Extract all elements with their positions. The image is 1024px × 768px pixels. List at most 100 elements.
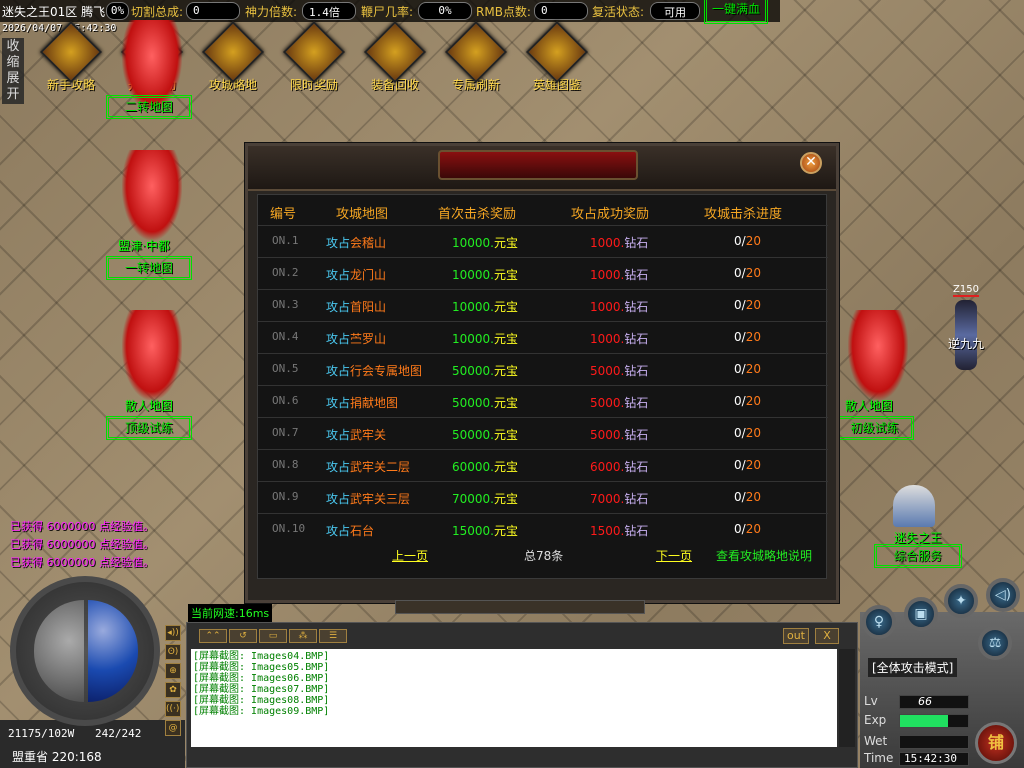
- activity-button[interactable]: 英雄图鉴: [524, 20, 590, 93]
- activity-button[interactable]: 攻城略地: [200, 20, 266, 93]
- first-kill-reward: 50000.元宝: [452, 362, 518, 379]
- npc-top-trial[interactable]: 顶级试练: [106, 416, 192, 440]
- map-name[interactable]: 攻占捐献地图: [326, 394, 398, 411]
- table-row[interactable]: ON.5 攻占行会专属地图 50000.元宝 5000.钻石 0/20: [258, 353, 828, 385]
- npc-first-turn-map[interactable]: 一转地图: [106, 256, 192, 280]
- map-prefix: 攻占: [326, 300, 351, 314]
- npc-name: 散人地图: [125, 399, 174, 413]
- table-row[interactable]: ON.4 攻占苎罗山 10000.元宝 1000.钻石 0/20: [258, 321, 828, 353]
- first-kill-reward: 50000.元宝: [452, 426, 518, 443]
- chat-tool-button[interactable]: ↺: [229, 629, 257, 643]
- chat-close-button[interactable]: X: [815, 628, 839, 644]
- chat-tool-button[interactable]: ☰: [319, 629, 347, 643]
- map-title: 苎罗山: [350, 332, 387, 346]
- first-kill-amount: 50000.: [452, 364, 494, 378]
- map-name[interactable]: 攻占龙门山: [326, 266, 386, 283]
- rmb-label: RMB点数:: [476, 5, 531, 19]
- map-name[interactable]: 攻占首阳山: [326, 298, 386, 315]
- table-row[interactable]: ON.7 攻占武牢关 50000.元宝 5000.钻石 0/20: [258, 417, 828, 449]
- npc-beginner-trial[interactable]: 初级试练: [838, 416, 914, 440]
- skill-bar[interactable]: [395, 600, 645, 614]
- datetime: 2026/04/07 15:42:30: [2, 23, 117, 34]
- table-row[interactable]: ON.3 攻占首阳山 10000.元宝 1000.钻石 0/20: [258, 289, 828, 321]
- map-name[interactable]: 攻占石台: [326, 522, 374, 539]
- table-row[interactable]: ON.8 攻占武牢关二层 60000.元宝 6000.钻石 0/20: [258, 449, 828, 481]
- skills-icon[interactable]: ✦: [944, 584, 978, 618]
- sound-icon[interactable]: ◁): [986, 578, 1020, 612]
- side-button[interactable]: ◂)): [165, 625, 181, 641]
- player-sprite[interactable]: [955, 300, 977, 370]
- exp-bar: [899, 714, 969, 728]
- first-kill-reward: 10000.元宝: [452, 234, 518, 251]
- progress-total: 20: [745, 490, 761, 504]
- whip-value: 0%: [418, 2, 472, 20]
- first-kill-reward: 10000.元宝: [452, 266, 518, 283]
- king-npc-sprite[interactable]: [893, 485, 935, 527]
- side-button[interactable]: ʘ): [165, 644, 181, 660]
- side-button[interactable]: ((·)): [165, 701, 181, 717]
- row-number: ON.6: [272, 394, 299, 407]
- time-label: Time: [864, 751, 894, 765]
- chat-line: [屏幕截图: Images08.BMP]: [193, 695, 330, 706]
- crystal-portal[interactable]: [122, 150, 182, 240]
- side-button[interactable]: ⊕: [165, 663, 181, 679]
- progress-done: 0/: [734, 458, 746, 472]
- table-row[interactable]: ON.2 攻占龙门山 10000.元宝 1000.钻石 0/20: [258, 257, 828, 289]
- npc-general-service[interactable]: 综合服务: [874, 544, 962, 568]
- shop-button[interactable]: 铺: [975, 722, 1017, 764]
- help-link[interactable]: 查看攻城略地说明: [716, 549, 813, 563]
- chat-line: [屏幕截图: Images05.BMP]: [193, 662, 330, 673]
- header-success: 攻占成功奖励: [571, 207, 650, 222]
- chat-tool-button[interactable]: ▭: [259, 629, 287, 643]
- activity-button[interactable]: 装备回收: [362, 20, 428, 93]
- side-button[interactable]: ✿: [165, 682, 181, 698]
- quick-heal-button[interactable]: 一键满血: [704, 0, 768, 24]
- prev-page-link[interactable]: 上一页: [392, 549, 429, 563]
- map-prefix: 攻占: [326, 428, 351, 442]
- success-reward: 1000.钻石: [590, 234, 648, 251]
- map-prefix: 攻占: [326, 236, 351, 250]
- row-number: ON.5: [272, 362, 299, 375]
- close-icon[interactable]: ✕: [800, 152, 822, 174]
- success-amount: 1000.: [590, 268, 625, 282]
- revive-label: 复活状态:: [592, 5, 645, 19]
- map-name[interactable]: 攻占会稽山: [326, 234, 386, 251]
- activity-button[interactable]: 新手攻略: [38, 20, 104, 93]
- activity-button[interactable]: 专属刷新: [443, 20, 509, 93]
- table-row[interactable]: ON.6 攻占捐献地图 50000.元宝 5000.钻石 0/20: [258, 385, 828, 417]
- progress-done: 0/: [734, 394, 746, 408]
- progress-done: 0/: [734, 298, 746, 312]
- map-name[interactable]: 攻占行会专属地图: [326, 362, 422, 379]
- bag-icon[interactable]: ▣: [904, 597, 938, 631]
- success-reward: 6000.钻石: [590, 458, 648, 475]
- table-row[interactable]: ON.10 攻占石台 15000.元宝 1500.钻石 0/20: [258, 513, 828, 545]
- map-name[interactable]: 攻占武牢关二层: [326, 458, 410, 475]
- first-kill-unit: 元宝: [494, 396, 519, 410]
- progress-total: 20: [745, 266, 761, 280]
- activity-button[interactable]: 限时奖励: [281, 20, 347, 93]
- logout-button[interactable]: out: [783, 628, 809, 644]
- map-name[interactable]: 攻占武牢关三层: [326, 490, 410, 507]
- crystal-portal[interactable]: [122, 310, 182, 400]
- trade-scale-icon[interactable]: ⚖: [978, 626, 1012, 660]
- map-name[interactable]: 攻占武牢关: [326, 426, 386, 443]
- total-count: 总78条: [524, 549, 564, 563]
- table-row[interactable]: ON.1 攻占会稽山 10000.元宝 1000.钻石 0/20: [258, 225, 828, 257]
- success-reward: 1000.钻石: [590, 266, 648, 283]
- success-unit: 钻石: [624, 396, 649, 410]
- npc-second-turn-map[interactable]: 二转地图: [106, 95, 192, 119]
- chat-scrollbar[interactable]: [839, 649, 855, 747]
- success-unit: 钻石: [624, 300, 649, 314]
- next-page-link[interactable]: 下一页: [656, 549, 693, 563]
- side-button[interactable]: @: [165, 720, 181, 736]
- attack-mode[interactable]: [全体攻击模式]: [868, 658, 958, 677]
- map-name[interactable]: 攻占苎罗山: [326, 330, 386, 347]
- chat-tool-button[interactable]: ⁂: [289, 629, 317, 643]
- kill-progress: 0/20: [734, 490, 761, 504]
- crystal-portal[interactable]: [848, 310, 908, 400]
- chat-tool-button[interactable]: ⌃⌃: [199, 629, 227, 643]
- collapse-expand-button[interactable]: 收缩展开: [2, 38, 24, 104]
- character-icon[interactable]: ♀: [862, 605, 896, 639]
- progress-done: 0/: [734, 234, 746, 248]
- table-row[interactable]: ON.9 攻占武牢关三层 70000.元宝 7000.钻石 0/20: [258, 481, 828, 513]
